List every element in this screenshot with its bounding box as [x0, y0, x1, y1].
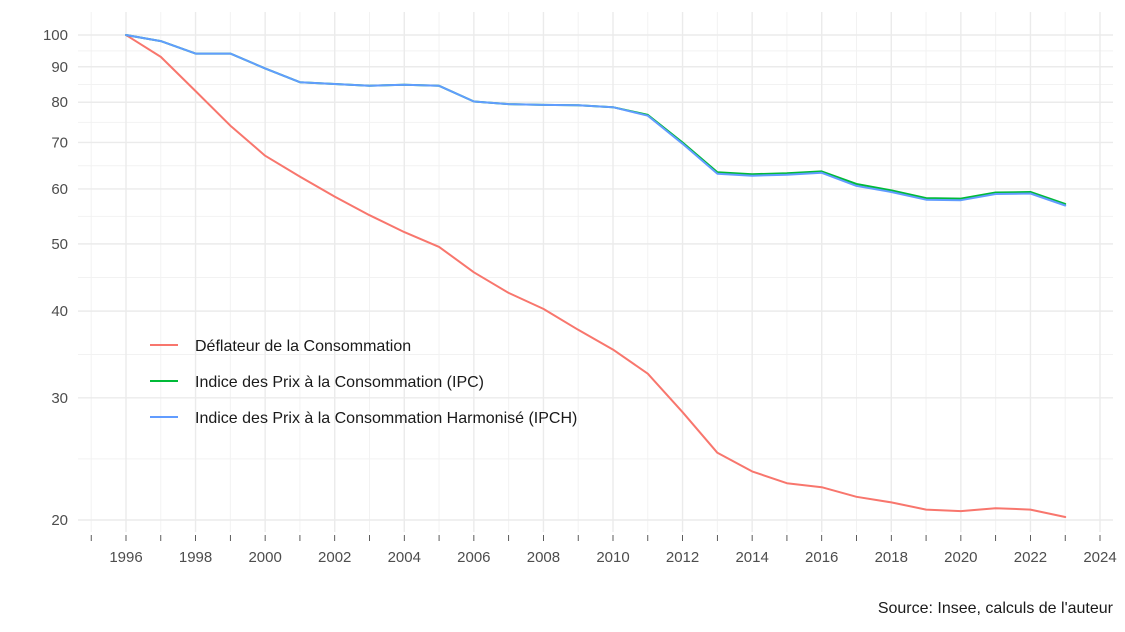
y-axis: 20 30 40 50 60 70 80 90 100 — [43, 27, 68, 529]
series-line-3 — [125, 34, 1067, 207]
y-tick-label: 20 — [51, 512, 68, 529]
legend-label-2: Indice des Prix à la Consommation (IPC) — [195, 374, 484, 391]
series-lines — [125, 34, 1067, 518]
x-tick-label: 2012 — [666, 549, 699, 566]
y-tick-label: 40 — [51, 303, 68, 320]
x-tick-label: 2016 — [805, 549, 838, 566]
x-tick-label: 2010 — [596, 549, 629, 566]
y-tick-label: 50 — [51, 236, 68, 253]
legend: Déflateur de la Consommation Indice des P… — [150, 338, 577, 427]
x-tick-label: 1996 — [109, 549, 142, 566]
x-tick-label: 2006 — [457, 549, 490, 566]
x-tick-label: 2020 — [944, 549, 977, 566]
x-tick-label: 1998 — [179, 549, 212, 566]
grid — [78, 12, 1113, 532]
x-tick-label: 2004 — [388, 549, 421, 566]
x-axis: 1996 1998 2000 2002 2004 2006 2008 2010 2012 2014… — [90, 535, 1117, 566]
x-tick-label: 2008 — [527, 549, 560, 566]
series-line-2 — [125, 34, 1067, 205]
y-tick-label: 30 — [51, 390, 68, 407]
legend-label-1: Déflateur de la Consommation — [195, 338, 411, 355]
y-tick-label: 100 — [43, 27, 68, 44]
y-tick-label: 70 — [51, 134, 68, 151]
y-tick-label: 80 — [51, 94, 68, 111]
y-tick-label: 90 — [51, 59, 68, 76]
x-tick-label: 2018 — [875, 549, 908, 566]
x-tick-label: 2022 — [1014, 549, 1047, 566]
x-tick-label: 2014 — [735, 549, 768, 566]
series-line-1 — [125, 34, 1067, 518]
x-tick-label: 2000 — [248, 549, 281, 566]
legend-label-3: Indice des Prix à la Consommation Harmon… — [195, 410, 577, 427]
y-tick-label: 60 — [51, 181, 68, 198]
source-caption: Source: Insee, calculs de l'auteur — [877, 600, 1113, 617]
x-tick-label: 2002 — [318, 549, 351, 566]
x-tick-label: 2024 — [1083, 549, 1116, 566]
